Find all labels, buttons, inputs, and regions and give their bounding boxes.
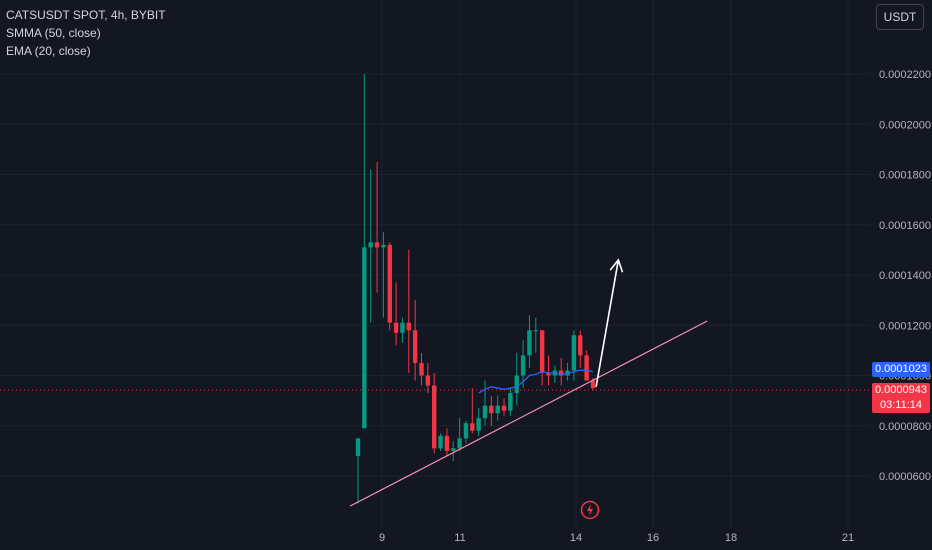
ema-line bbox=[478, 369, 594, 394]
candle-body bbox=[539, 330, 545, 373]
candle-body bbox=[482, 405, 488, 419]
smma-price-tag: 0.0001023 bbox=[872, 362, 930, 377]
candle-body bbox=[463, 423, 469, 439]
y-tick-label: 0.0002000 bbox=[879, 119, 931, 131]
grid-lines bbox=[0, 0, 870, 528]
candle-body bbox=[438, 435, 443, 449]
legend-title[interactable]: CATSUSDT SPOT, 4h, BYBIT bbox=[6, 8, 166, 22]
legend-indicator-ema[interactable]: EMA (20, close) bbox=[6, 44, 91, 58]
y-tick-label: 0.0001600 bbox=[879, 220, 931, 232]
candle-body bbox=[489, 405, 494, 414]
candle-body bbox=[374, 242, 380, 248]
y-tick-label: 0.0001400 bbox=[879, 270, 931, 282]
projection-arrow-shaft bbox=[595, 259, 620, 387]
candle-body bbox=[533, 330, 538, 332]
x-tick-label: 16 bbox=[647, 532, 659, 544]
candle-body bbox=[406, 322, 411, 331]
candle-body bbox=[495, 405, 500, 414]
candle-body bbox=[419, 362, 424, 376]
candle-body bbox=[527, 330, 532, 356]
x-tick-label: 18 bbox=[725, 532, 737, 544]
y-axis: 0.00006000.00008000.00010000.00012000.00… bbox=[879, 69, 931, 483]
candle-body bbox=[546, 372, 551, 376]
candle-body bbox=[476, 418, 481, 431]
y-tick-label: 0.0000800 bbox=[879, 421, 931, 433]
candle-body bbox=[559, 370, 564, 376]
candle-body bbox=[457, 438, 462, 449]
x-tick-label: 9 bbox=[379, 532, 385, 544]
candle-body bbox=[412, 330, 418, 363]
trendline bbox=[349, 320, 708, 507]
candle-body bbox=[381, 244, 386, 248]
currency-button[interactable]: USDT bbox=[876, 4, 924, 30]
x-tick-label: 11 bbox=[454, 532, 465, 544]
candle-body bbox=[368, 242, 373, 248]
candle-body bbox=[508, 393, 513, 411]
candle-body bbox=[451, 448, 456, 451]
lightning-bolt-icon[interactable] bbox=[580, 500, 600, 520]
candle-body bbox=[425, 375, 431, 386]
x-tick-label: 14 bbox=[570, 532, 582, 544]
candle-body bbox=[578, 335, 583, 356]
candle-body bbox=[571, 335, 577, 371]
y-tick-label: 0.0001200 bbox=[879, 320, 931, 332]
candles-layer bbox=[355, 74, 596, 504]
last-price-tag: 0.0000943 03:11:14 bbox=[872, 383, 930, 413]
candle-body bbox=[590, 380, 596, 389]
y-tick-label: 0.0001800 bbox=[879, 170, 931, 182]
x-axis: 9 11 14 16 18 21 bbox=[379, 532, 854, 544]
candle-body bbox=[444, 435, 450, 451]
y-tick-label: 0.0000600 bbox=[879, 471, 931, 483]
candle-body bbox=[501, 405, 507, 411]
last-price-value: 0.0000943 bbox=[875, 384, 927, 396]
candle-body bbox=[393, 322, 399, 333]
candle-body bbox=[432, 385, 437, 449]
projection-arrow-head bbox=[609, 258, 624, 273]
candle-body bbox=[362, 247, 367, 429]
countdown-timer: 03:11:14 bbox=[879, 399, 922, 411]
chart-legend: CATSUSDT SPOT, 4h, BYBIT SMMA (50, close… bbox=[6, 6, 166, 60]
ema-layer bbox=[478, 369, 594, 394]
candle-body bbox=[514, 375, 519, 394]
y-tick-label: 0.0002200 bbox=[879, 69, 931, 81]
candle-body bbox=[400, 322, 405, 333]
candle-body bbox=[355, 438, 361, 456]
drawings-layer bbox=[349, 258, 708, 507]
candle-body bbox=[584, 355, 589, 381]
legend-indicator-smma[interactable]: SMMA (50, close) bbox=[6, 26, 101, 40]
candle-body bbox=[387, 244, 392, 323]
candle-body bbox=[520, 355, 526, 376]
x-tick-label: 21 bbox=[842, 532, 854, 544]
candle-body bbox=[470, 423, 475, 431]
